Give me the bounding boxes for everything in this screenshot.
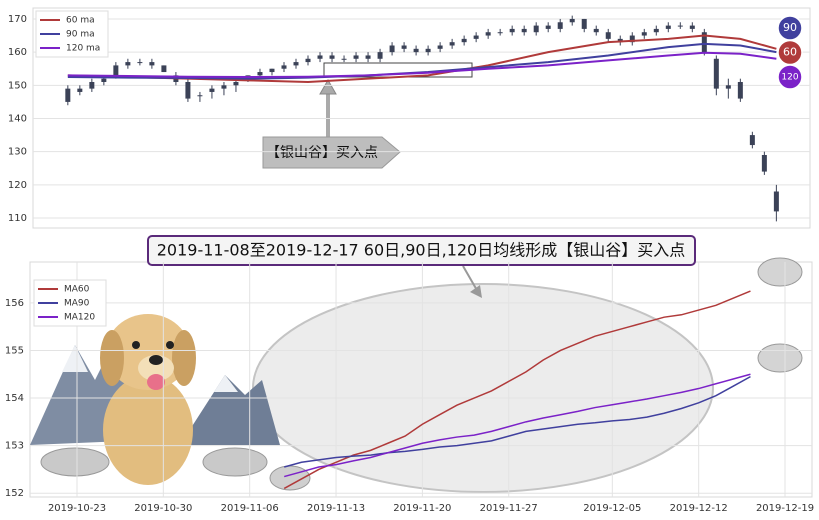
x-tick-label: 2019-12-05: [583, 503, 641, 514]
candle-body: [101, 78, 107, 82]
x-tick-label: 2019-11-06: [221, 503, 279, 514]
candle-body: [473, 35, 479, 39]
legend-label: MA120: [64, 313, 95, 323]
candle-body: [497, 32, 503, 34]
candle-body: [401, 45, 407, 49]
y-tick-label: 152: [5, 488, 24, 499]
candle-body: [437, 45, 443, 49]
legend-label: 90 ma: [66, 30, 95, 40]
badge-label: 120: [781, 73, 798, 83]
candle-body: [629, 35, 635, 43]
y-tick-label: 110: [8, 213, 27, 224]
candle-body: [197, 95, 203, 97]
candle-body: [353, 55, 359, 59]
candle-body: [257, 72, 263, 76]
candle-body: [125, 62, 131, 66]
badge-label: 60: [783, 46, 797, 59]
x-tick-label: 2019-11-20: [393, 503, 451, 514]
candle-body: [305, 58, 311, 63]
candle-body: [365, 55, 371, 59]
candle-body: [329, 55, 335, 59]
candle-body: [569, 18, 575, 23]
candle-body: [605, 32, 611, 39]
candle-body: [269, 68, 275, 73]
ma-line: [67, 51, 777, 79]
candle-body: [425, 48, 431, 53]
candle-body: [293, 62, 299, 66]
candle-body: [737, 81, 743, 99]
y-tick-label: 170: [8, 14, 27, 25]
candle-body: [281, 65, 287, 69]
candle-body: [713, 58, 719, 89]
y-tick-label: 150: [8, 80, 27, 91]
y-tick-label: 130: [8, 147, 27, 158]
candle-body: [521, 28, 527, 33]
candle-body: [749, 135, 755, 146]
x-tick-label: 2019-10-30: [134, 503, 192, 514]
x-tick-label: 2019-11-13: [307, 503, 365, 514]
candle-body: [533, 25, 539, 33]
candle-body: [653, 28, 659, 33]
legend-label: MA90: [64, 299, 90, 309]
x-tick-label: 2019-12-12: [670, 503, 728, 514]
candle-body: [449, 42, 455, 46]
badge: [777, 64, 803, 90]
candle-body: [377, 52, 383, 59]
candle-body: [185, 81, 191, 99]
decoration: [30, 62, 803, 493]
candle-body: [89, 81, 95, 89]
candle-body: [485, 32, 491, 36]
badge-label: 90: [783, 21, 797, 34]
candle-body: [545, 25, 551, 29]
ma-line: [67, 42, 777, 80]
annotation: 2019-11-08至2019-12-17 60日,90日,120日均线形成【银…: [157, 241, 686, 260]
candle-body: [413, 48, 419, 53]
candle-body: [581, 18, 587, 29]
y-tick-label: 155: [5, 345, 24, 356]
y-tick-label: 140: [8, 113, 27, 124]
candle-body: [557, 22, 563, 29]
y-tick-label: 156: [5, 298, 24, 309]
candle-body: [221, 85, 227, 89]
candle-body: [65, 88, 71, 102]
candle-body: [641, 32, 647, 36]
callout-label: 【银山谷】买入点: [266, 145, 378, 161]
candle-body: [725, 85, 731, 89]
legend-label: 60 ma: [66, 16, 95, 26]
candle-body: [773, 191, 779, 212]
x-tick-label: 2019-10-23: [48, 503, 106, 514]
candle-body: [665, 25, 671, 29]
candle-body: [77, 88, 83, 92]
candle-body: [701, 32, 707, 53]
candle-body: [593, 28, 599, 33]
candle-body: [677, 25, 683, 27]
candle-body: [113, 65, 119, 76]
legend-label: 120 ma: [66, 44, 100, 54]
candle-body: [209, 88, 215, 92]
candle-body: [761, 154, 767, 172]
y-tick-label: 154: [5, 393, 24, 404]
candle-body: [149, 62, 155, 66]
ma-line: [284, 375, 751, 468]
candle-body: [161, 65, 167, 73]
candle-body: [689, 25, 695, 29]
y-tick-label: 160: [8, 47, 27, 58]
x-tick-label: 2019-12-19: [756, 503, 814, 514]
ma-line: [284, 373, 751, 478]
candle-body: [233, 81, 239, 86]
candle-body: [341, 58, 347, 60]
candle-body: [317, 55, 323, 59]
candle-body: [137, 62, 143, 64]
y-tick-label: 153: [5, 441, 24, 452]
candle-body: [389, 45, 395, 53]
x-tick-label: 2019-11-27: [480, 503, 538, 514]
legend-label: MA60: [64, 285, 90, 295]
candle-body: [461, 38, 467, 43]
candle-body: [509, 28, 515, 33]
y-tick-label: 120: [8, 180, 27, 191]
ma-line: [283, 290, 751, 490]
